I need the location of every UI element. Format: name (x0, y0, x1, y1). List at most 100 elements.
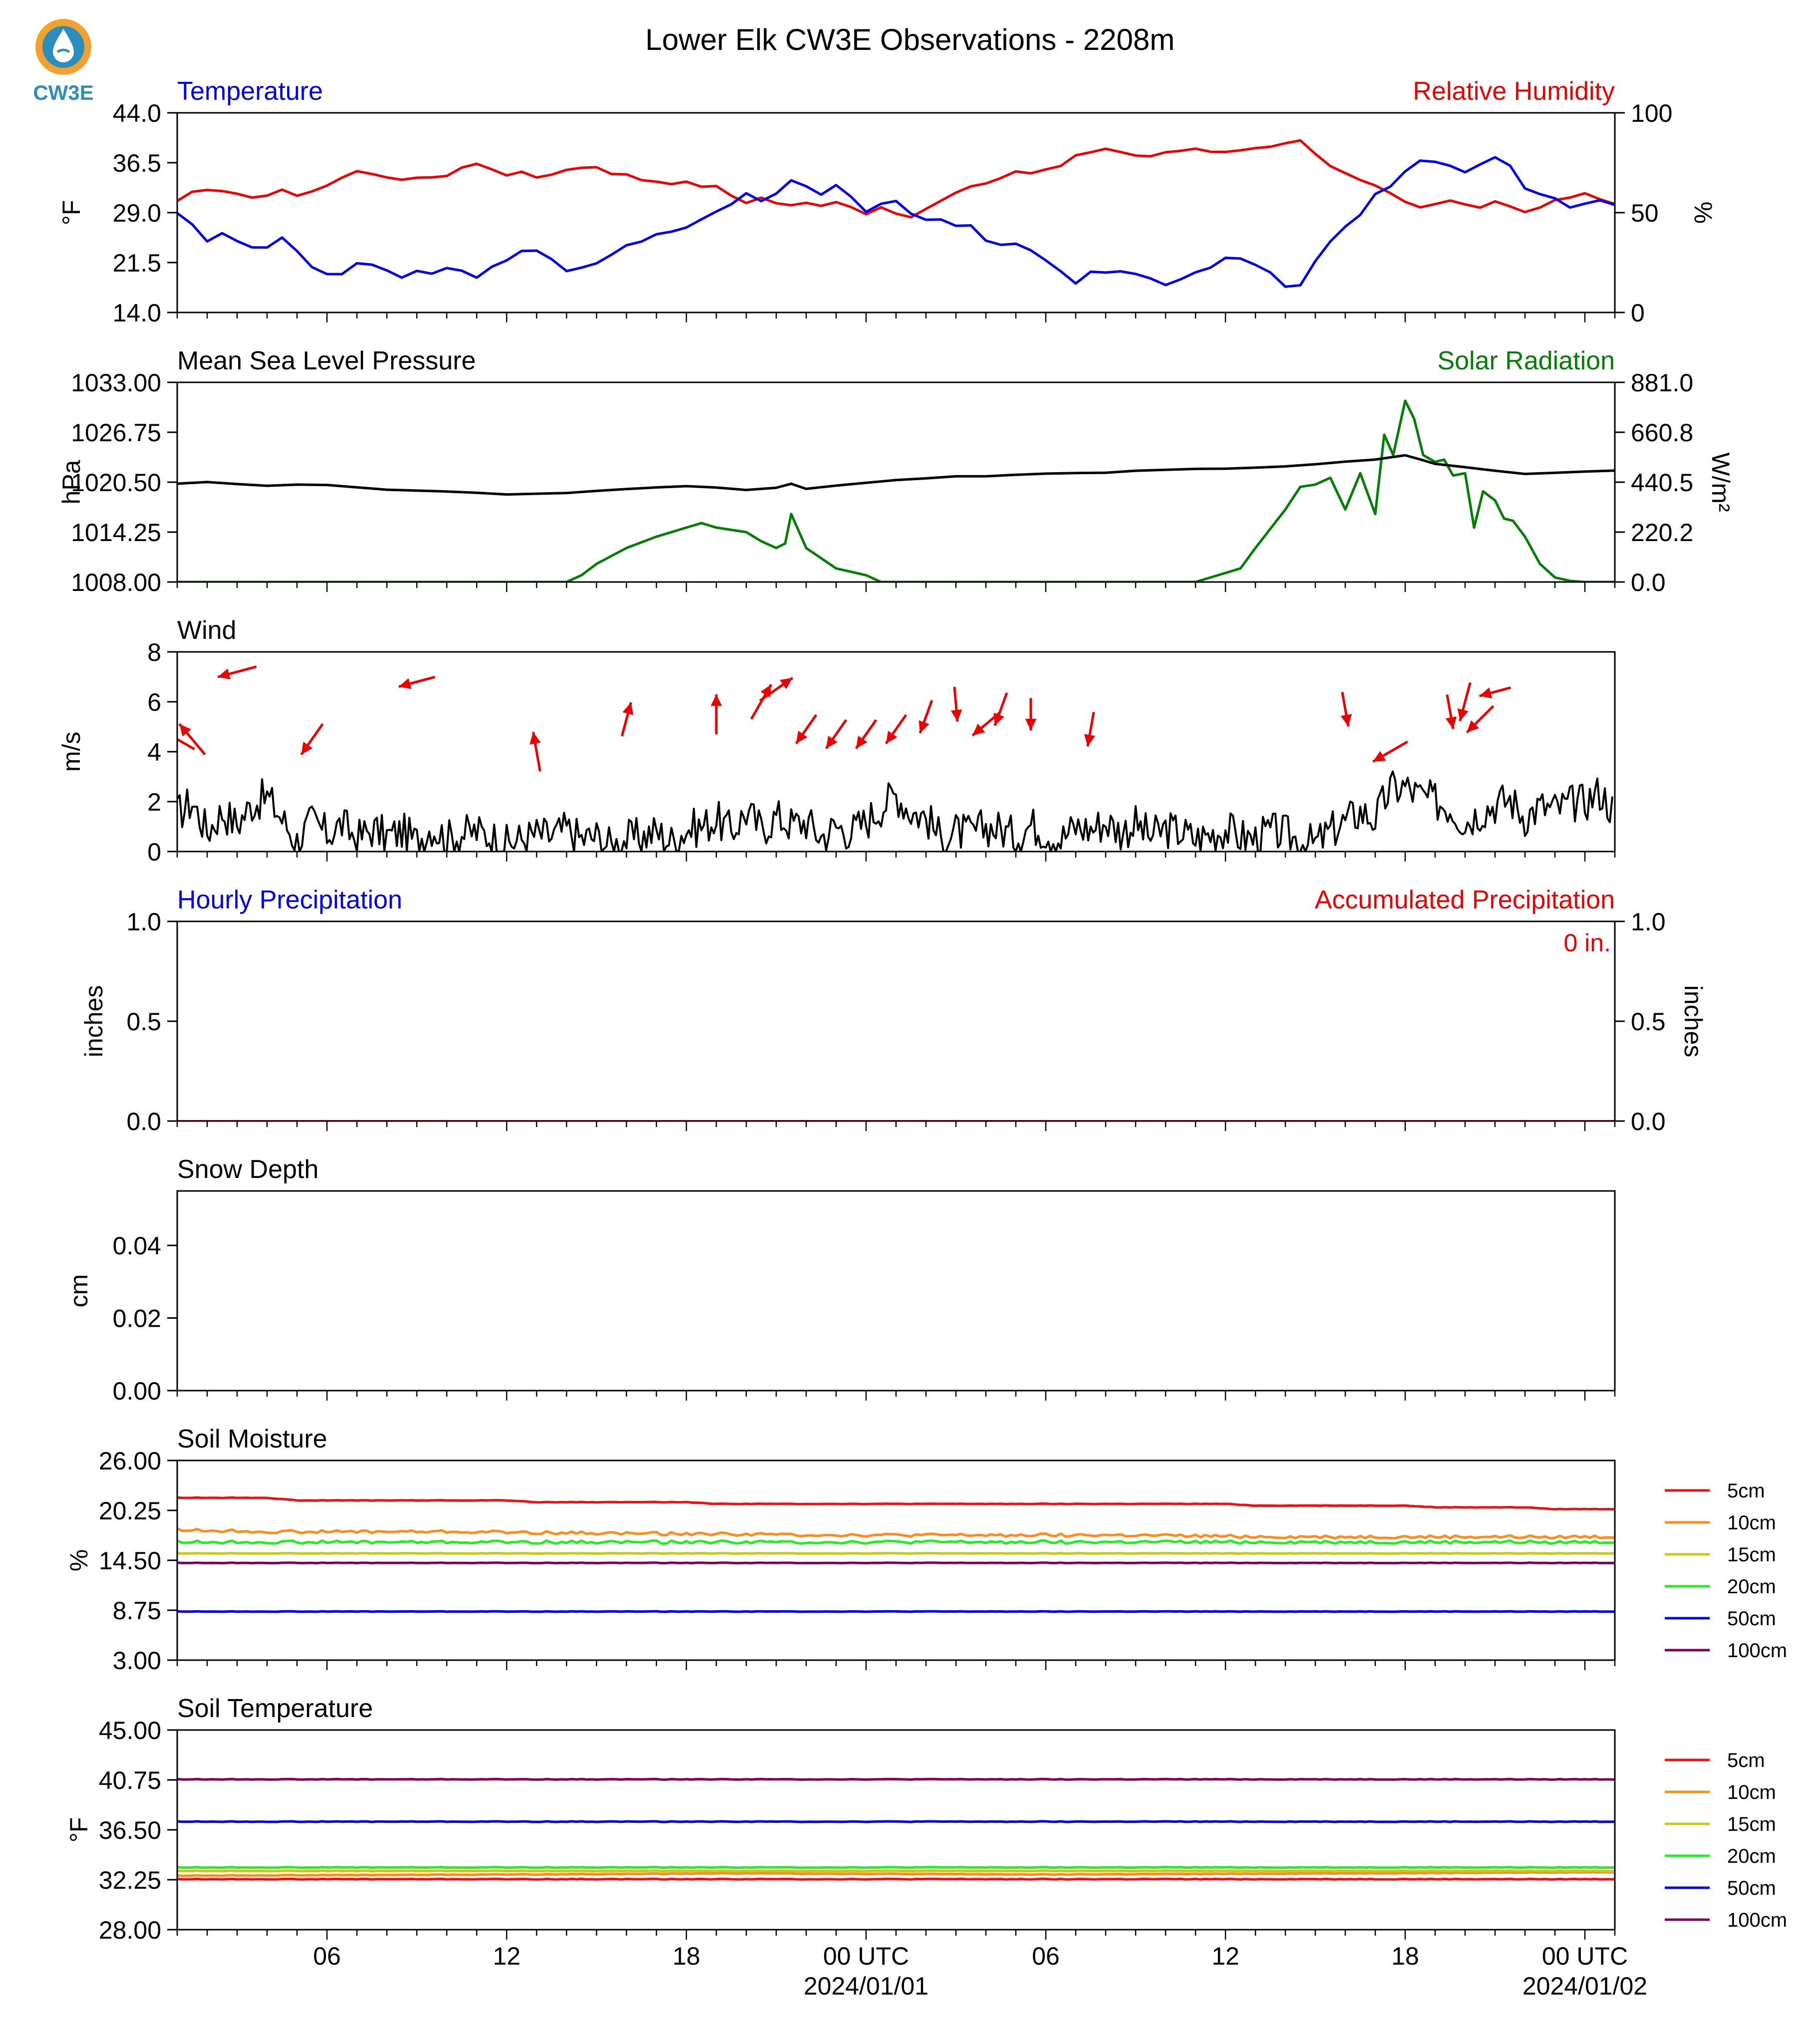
y-tick-label-left: 36.50 (99, 1816, 161, 1844)
y-tick-label-right: 0.0 (1631, 569, 1666, 596)
wind-arrow (620, 702, 633, 737)
plot-frame (176, 1190, 1616, 1392)
x-date-label: 2024/01/02 (1522, 1972, 1647, 2000)
legend: 5cm 10cm 15cm 20cm 50cm 100cm (1665, 1749, 1787, 1931)
legend-item: 10cm (1665, 1512, 1776, 1534)
series-soil-15cm (177, 1552, 1615, 1555)
wind-arrow (529, 732, 542, 772)
y-tick-label-left: 0.0 (126, 1108, 161, 1136)
legend-item: 20cm (1665, 1845, 1776, 1867)
legend-label: 20cm (1727, 1576, 1776, 1598)
plot-frame (176, 651, 1616, 853)
wind-arrow-head (398, 678, 412, 689)
wind-arrow-head (1445, 716, 1457, 729)
wind-arrow (825, 719, 848, 750)
y-tick-label-left: 1008.00 (71, 569, 161, 596)
y-tick-label-left: 1026.75 (71, 419, 161, 447)
wind-arrow (1479, 686, 1512, 699)
legend-item: 50cm (1665, 1877, 1776, 1899)
series-temperature-line (177, 156, 1615, 288)
y-tick-label-right: 50 (1631, 199, 1659, 227)
wind-arrow-head (856, 736, 868, 749)
panel-pressure-solar: Mean Sea Level Pressure Solar Radiation 10… (57, 346, 1735, 596)
panel-title-left: Hourly Precipitation (177, 885, 402, 914)
y-tick-label-left: 1033.00 (71, 369, 161, 397)
y-tick-label-left: 0.00 (113, 1377, 161, 1405)
y-tick-label-left: 40.75 (99, 1766, 161, 1794)
panel-title-left: Wind (177, 616, 236, 645)
y-axis-label-left: cm (65, 1274, 93, 1308)
wind-arrow (1445, 694, 1457, 729)
panel-title-left: Soil Temperature (177, 1694, 373, 1723)
x-date-label: 2024/01/01 (804, 1972, 928, 2000)
wind-arrow (855, 719, 878, 750)
y-tick-label-left: 0.04 (113, 1232, 161, 1260)
legend-item: 15cm (1665, 1813, 1776, 1835)
plot-frame (176, 920, 1616, 1122)
cw3e-drop-icon (35, 19, 91, 75)
y-tick-label-left: 3.00 (113, 1647, 161, 1675)
wind-arrow (1466, 705, 1495, 734)
chart-title: Lower Elk CW3E Observations - 2208m (645, 23, 1175, 56)
y-tick-label-left: 20.25 (99, 1497, 161, 1525)
legend-item: 5cm (1665, 1480, 1765, 1502)
panel-title-left: Temperature (177, 77, 323, 106)
legend-label: 5cm (1727, 1749, 1765, 1771)
x-tick-label: 18 (672, 1942, 700, 1970)
y-tick-label-left: 2 (147, 788, 161, 816)
y-tick-label-right: 0.5 (1631, 1008, 1666, 1036)
wind-arrow-head (529, 732, 541, 745)
series-humidity-line (177, 139, 1615, 219)
x-tick-label: 12 (493, 1942, 521, 1970)
y-tick-label-right: 881.0 (1631, 369, 1693, 397)
wind-arrow (217, 665, 257, 680)
legend-label: 10cm (1727, 1781, 1776, 1803)
series-solar-line (177, 399, 1615, 582)
wind-arrow-head (972, 723, 985, 736)
wind-arrow-head (710, 694, 722, 706)
wind-arrow-head (950, 709, 962, 722)
legend-label: 50cm (1727, 1608, 1776, 1630)
y-axis-label-left: hPa (57, 460, 85, 504)
y-tick-label-right: 440.5 (1631, 469, 1693, 497)
x-tick-label: 00 UTC (823, 1942, 909, 1970)
wind-arrow (759, 677, 794, 702)
y-tick-label-left: 4 (147, 738, 161, 766)
y-tick-label-left: 14.0 (113, 299, 161, 327)
legend-label: 100cm (1727, 1909, 1787, 1931)
legend-item: 15cm (1665, 1544, 1776, 1566)
y-tick-label-left: 21.5 (113, 249, 161, 277)
x-tick-label: 18 (1391, 1942, 1419, 1970)
plot-area-temp-rh (177, 139, 1615, 288)
y-tick-label-right: 220.2 (1631, 519, 1693, 547)
wind-arrow (1340, 692, 1352, 727)
series-soil-20cm (177, 1539, 1615, 1545)
panel-soil-temperature: Soil Temperature 45.00 40.75 36.50 32.25 28.0… (65, 1694, 1787, 1944)
legend-label: 20cm (1727, 1845, 1776, 1867)
panel-title-right: Relative Humidity (1413, 77, 1615, 106)
y-tick-label-left: 26.00 (99, 1447, 161, 1475)
y-axis-label-right: % (1689, 202, 1717, 224)
wind-arrow-head (796, 731, 808, 744)
y-tick-label-right: 0.0 (1631, 1108, 1666, 1136)
legend-label: 100cm (1727, 1640, 1787, 1662)
y-axis-label-left: °F (57, 200, 85, 226)
cw3e-logo: CW3E (33, 19, 94, 104)
legend-label: 5cm (1727, 1480, 1765, 1502)
wind-arrow (710, 694, 722, 734)
series-soil-10cm (177, 1871, 1615, 1877)
y-tick-label-left: 8 (147, 638, 161, 666)
y-tick-label-right: 660.8 (1631, 419, 1693, 447)
legend-item: 100cm (1665, 1640, 1787, 1662)
wind-arrow (795, 714, 818, 745)
wind-arrow-head (301, 742, 313, 755)
series-soil-50cm (177, 1610, 1615, 1613)
wind-arrow (398, 675, 435, 689)
wind-arrow (178, 723, 206, 756)
wind-arrow (1372, 740, 1408, 763)
x-tick-label: 12 (1212, 1942, 1239, 1970)
y-tick-label-left: 28.00 (99, 1916, 161, 1944)
y-tick-label-left: 29.0 (113, 199, 161, 227)
y-tick-label-left: 1014.25 (71, 519, 161, 547)
y-tick-label-left: 1020.50 (71, 469, 161, 497)
